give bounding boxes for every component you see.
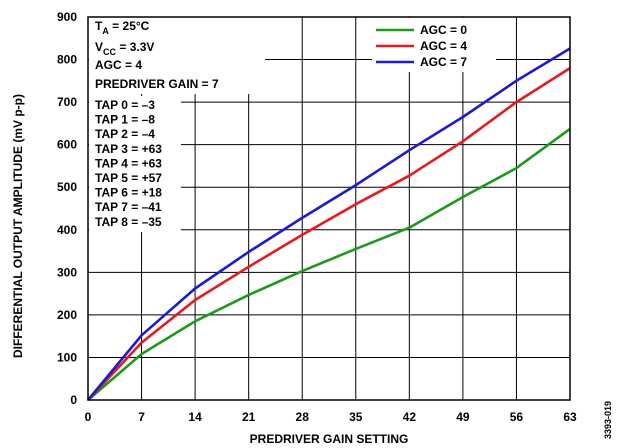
ta-condition: TA = 25°C — [95, 19, 150, 36]
y-tick-labels: 0 100 200 300 400 500 600 700 800 900 — [57, 10, 77, 407]
x-tick-label: 28 — [296, 410, 310, 424]
x-tick-label: 35 — [349, 410, 363, 424]
tap-entry: TAP 5 = +57 — [95, 171, 162, 185]
x-tick-label: 56 — [510, 410, 524, 424]
y-tick-label: 400 — [57, 223, 77, 237]
tap-entry: TAP 8 = –35 — [95, 215, 162, 229]
figure-id: 3393-019 — [603, 401, 613, 439]
plot-frame — [87, 16, 571, 401]
vcc-condition: VCC = 3.3V — [95, 40, 154, 57]
y-tick-label: 500 — [57, 180, 77, 194]
legend-label: AGC = 4 — [420, 39, 467, 53]
y-tick-label: 600 — [57, 138, 77, 152]
legend: AGC = 0 AGC = 4 AGC = 7 — [376, 23, 467, 69]
y-tick-label: 800 — [57, 53, 77, 67]
conditions-box — [89, 14, 265, 94]
tap-entry: TAP 0 = –3 — [95, 98, 155, 112]
x-tick-label: 63 — [563, 410, 577, 424]
x-tick-label: 7 — [138, 410, 145, 424]
x-tick-label: 14 — [188, 410, 202, 424]
x-axis-label: PREDRIVER GAIN SETTING — [250, 432, 409, 446]
series-line — [87, 67, 571, 401]
series-line — [86, 47, 571, 401]
y-tick-label: 100 — [57, 350, 77, 364]
predriver-condition: PREDRIVER GAIN = 7 — [95, 77, 219, 91]
x-tick-label: 49 — [456, 410, 470, 424]
tap-entry: TAP 7 = –41 — [95, 200, 162, 214]
series-lines — [86, 47, 571, 401]
y-axis-label: DIFFERENTIAL OUTPUT AMPLITUDE (mV p-p) — [11, 94, 25, 358]
tap-entry: TAP 1 = –8 — [95, 113, 155, 127]
x-tick-labels: 0 7 14 21 28 35 42 49 56 63 — [85, 410, 577, 424]
y-tick-label: 200 — [57, 308, 77, 322]
tap-entry: TAP 3 = +63 — [95, 142, 162, 156]
y-tick-label: 700 — [57, 95, 77, 109]
series-line — [87, 127, 571, 401]
tap-entry: TAP 2 = –4 — [95, 127, 155, 141]
y-tick-label: 300 — [57, 265, 77, 279]
legend-label: AGC = 7 — [420, 55, 467, 69]
x-tick-label: 21 — [242, 410, 256, 424]
legend-label: AGC = 0 — [420, 23, 467, 37]
tap-entry: TAP 6 = +18 — [95, 186, 162, 200]
x-tick-label: 42 — [403, 410, 417, 424]
tap-entry: TAP 4 = +63 — [95, 156, 162, 170]
conditions-annotation: TA = 25°C VCC = 3.3V AGC = 4 PREDRIVER G… — [95, 19, 219, 91]
x-tick-label: 0 — [85, 410, 92, 424]
y-tick-label: 900 — [57, 10, 77, 24]
y-tick-label: 0 — [70, 393, 77, 407]
agc-condition: AGC = 4 — [95, 58, 142, 72]
taps-box — [89, 96, 181, 232]
